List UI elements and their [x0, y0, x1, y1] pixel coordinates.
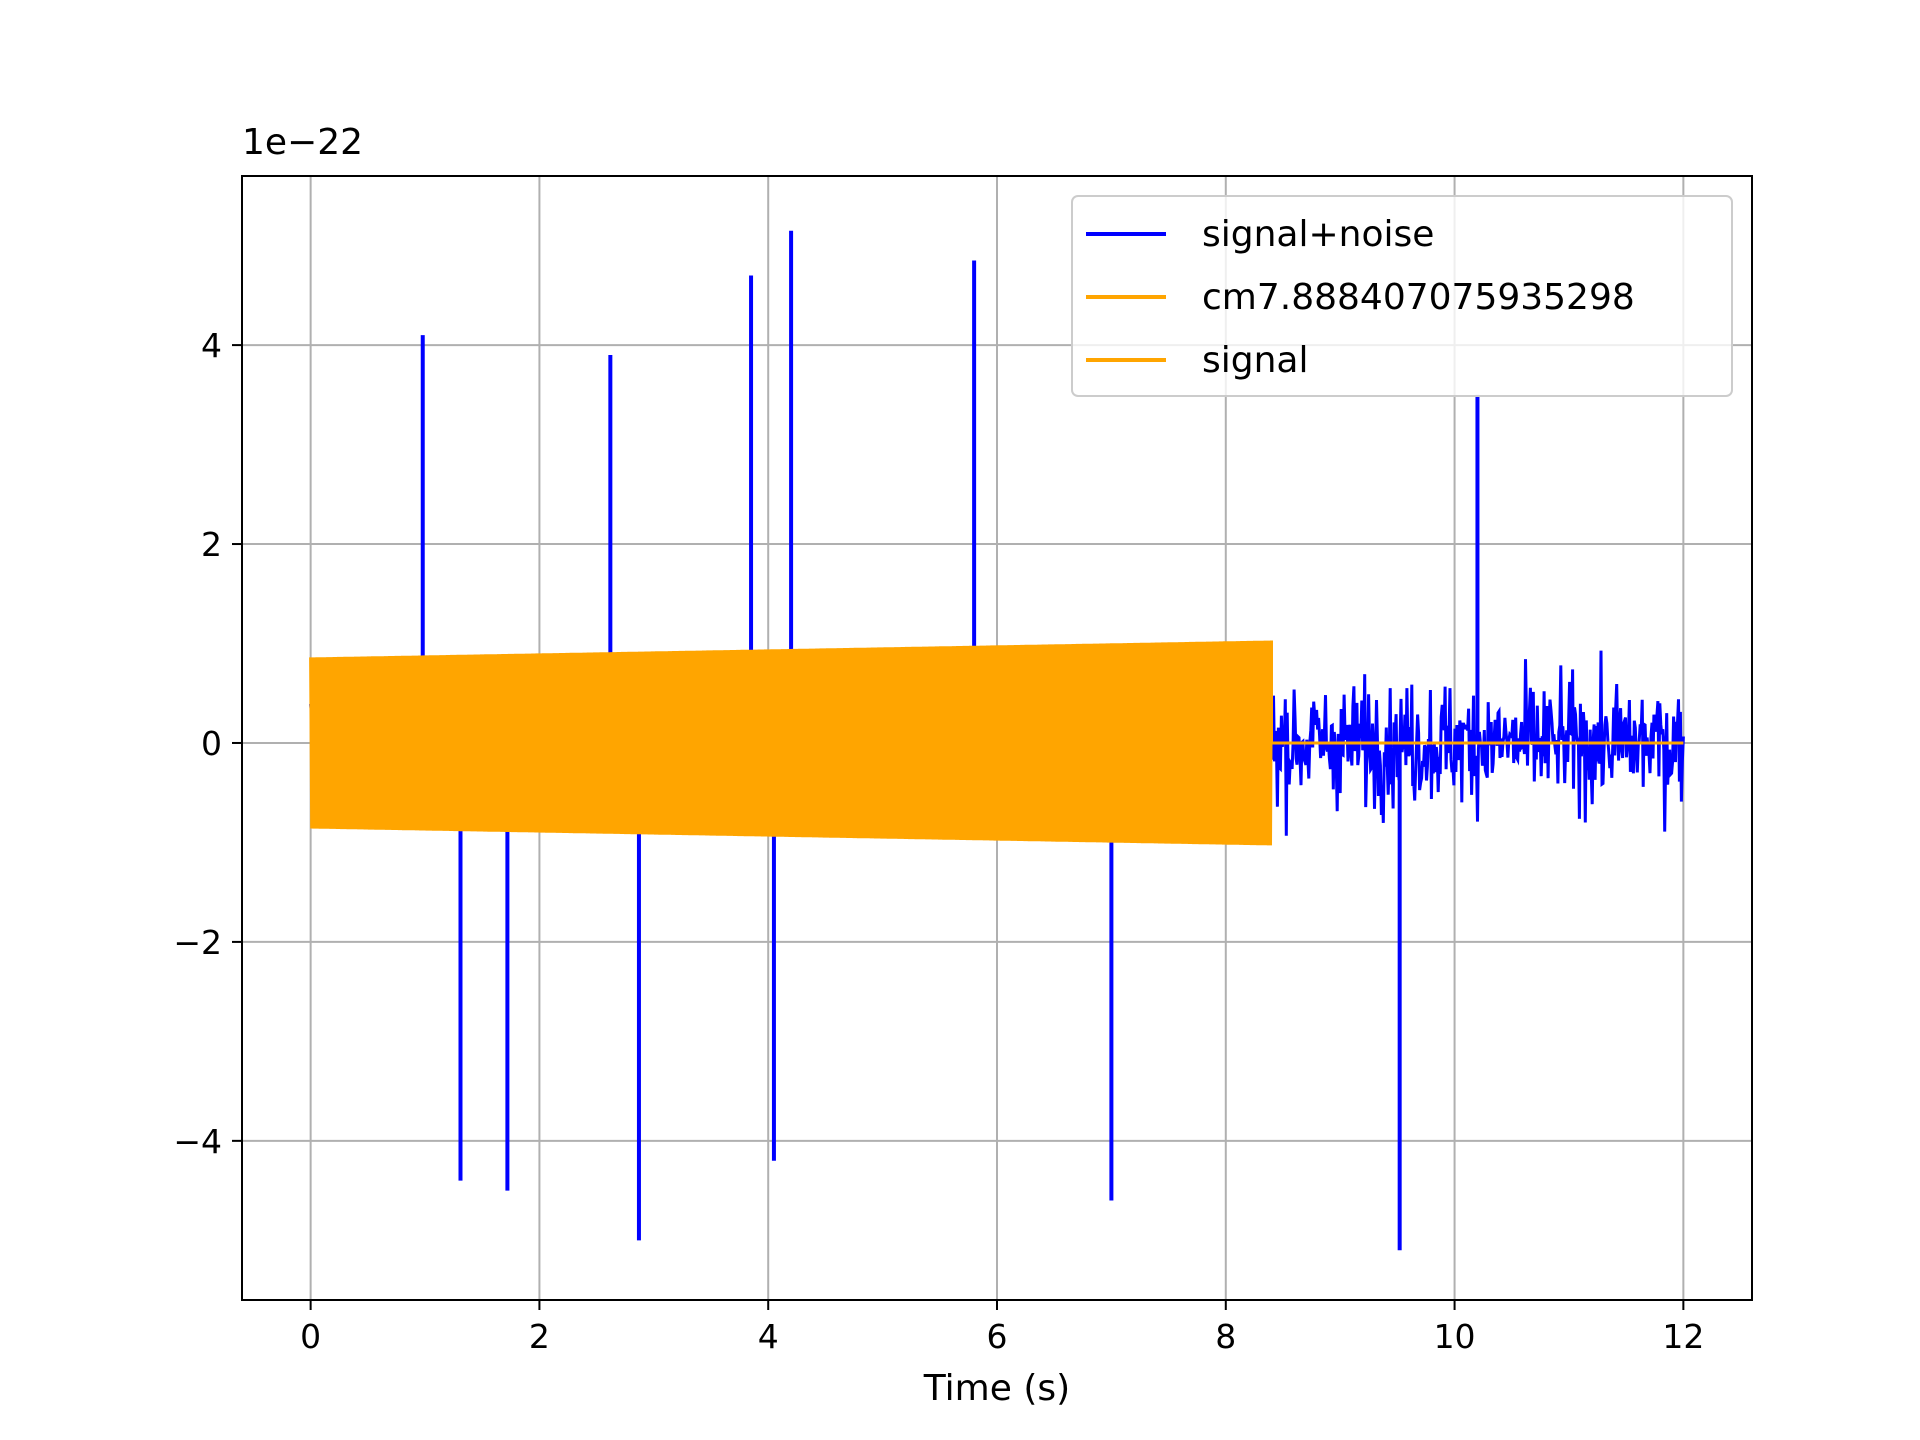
legend-label-cm: cm7.888407075935298: [1202, 277, 1635, 318]
y-tick-label: 4: [201, 326, 222, 365]
y-tick-label: −4: [173, 1122, 222, 1161]
signal-line: [309, 640, 1684, 846]
legend-label-signal-noise: signal+noise: [1202, 214, 1434, 255]
y-tick-label: 2: [201, 525, 222, 564]
x-tick-label: 0: [300, 1317, 321, 1356]
y-tick-label: −2: [173, 923, 222, 962]
axis-ticks: 0 2 4 6 8 10 12 −4 −2 0 2 4: [173, 326, 1704, 1356]
x-axis-label: Time (s): [923, 1368, 1070, 1409]
x-tick-label: 4: [758, 1317, 779, 1356]
x-tick-label: 10: [1434, 1317, 1476, 1356]
legend-box: [1071, 195, 1733, 397]
x-tick-label: 6: [987, 1317, 1008, 1356]
y-tick-label: 0: [201, 724, 222, 763]
y-offset-label: 1e−22: [242, 122, 363, 163]
x-tick-label: 2: [529, 1317, 550, 1356]
x-tick-label: 12: [1662, 1317, 1704, 1356]
x-tick-label: 8: [1215, 1317, 1236, 1356]
series-signal: [309, 640, 1684, 846]
legend: signal+noise cm7.888407075935298 signal: [1071, 195, 1733, 397]
legend-label-signal: signal: [1202, 340, 1309, 381]
